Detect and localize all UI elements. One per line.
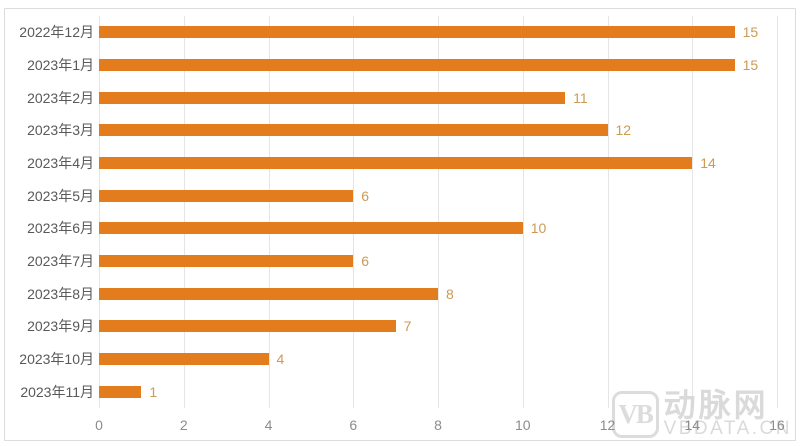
watermark: VB 动脉网 VBDATA.CN <box>611 387 792 439</box>
bar-track: 1 <box>99 375 777 408</box>
bar-track: 15 <box>99 16 777 49</box>
bar <box>99 59 735 71</box>
value-label: 6 <box>361 187 370 204</box>
tick-label: 10 <box>514 417 531 433</box>
chart-row: 2023年2月 11 <box>0 81 777 114</box>
value-label: 10 <box>530 220 547 237</box>
tick-label: 2 <box>179 417 188 433</box>
tick-label: 6 <box>349 417 358 433</box>
tick-label: 16 <box>769 417 785 433</box>
value-label: 14 <box>700 155 716 172</box>
bar-track: 6 <box>99 245 777 278</box>
chart-row: 2023年3月 12 <box>0 114 777 147</box>
gridline-4 <box>268 16 270 408</box>
gridlines <box>99 16 778 408</box>
bar <box>99 320 396 333</box>
bar <box>99 157 693 170</box>
tick-label: 8 <box>434 417 442 433</box>
chart-row: 2023年11月 1 <box>0 375 777 408</box>
gridline-6 <box>353 16 355 408</box>
category-label: 2023年9月 <box>27 318 94 335</box>
category-label: 2023年5月 <box>27 187 94 204</box>
gridline-10 <box>522 16 524 408</box>
value-label: 11 <box>573 89 588 106</box>
bar <box>99 91 566 104</box>
bar <box>99 287 438 300</box>
category-label: 2023年7月 <box>27 253 94 270</box>
chart-row: 2023年4月 14 <box>0 147 777 180</box>
chart-row: 2023年9月 7 <box>0 310 777 343</box>
category-label: 2022年12月 <box>19 24 94 41</box>
bar <box>99 385 142 398</box>
gridline-8 <box>438 16 439 408</box>
bar-track: 7 <box>99 310 777 343</box>
category-label: 2023年11月 <box>20 383 94 400</box>
chart-row: 2022年12月 15 <box>0 16 777 49</box>
bar <box>99 222 523 235</box>
chart-row: 2023年7月 6 <box>0 245 777 278</box>
tick-label: 4 <box>264 417 273 433</box>
bar <box>99 353 269 366</box>
tick-label: 14 <box>684 417 701 433</box>
category-label: 2023年8月 <box>27 285 94 302</box>
category-label: 2023年10月 <box>19 351 94 368</box>
vb-logo-icon: VB <box>611 391 659 438</box>
category-label: 2023年1月 <box>27 57 94 73</box>
value-label: 15 <box>742 24 759 41</box>
category-label: 2023年4月 <box>27 155 94 172</box>
chart-row: 2023年10月 4 <box>0 343 777 376</box>
gridline-12 <box>607 16 609 408</box>
category-label: 2023年3月 <box>27 122 94 139</box>
gridline-2 <box>183 16 185 408</box>
gridline-0 <box>99 16 100 408</box>
watermark-text: 动脉网 VBDATA.CN <box>663 387 792 439</box>
bar-track: 11 <box>99 81 777 114</box>
value-label: 1 <box>149 383 158 400</box>
bar-track: 6 <box>99 179 777 212</box>
value-label: 7 <box>403 318 412 335</box>
bar-track: 4 <box>99 343 777 376</box>
watermark-domain: VBDATA.CN <box>663 418 792 439</box>
chart-row: 2023年6月 10 <box>0 212 777 245</box>
bar-rows: 2022年12月 15 2023年1月 15 2023年2月 11 2023年3月 12 202… <box>0 16 777 408</box>
tick-label: 0 <box>95 417 103 433</box>
bar-track: 12 <box>99 114 777 147</box>
chart-row: 2023年1月 15 <box>0 49 777 82</box>
bar <box>99 255 354 268</box>
x-axis: 0 2 4 6 8 10 12 14 16 <box>95 417 785 435</box>
vb-logo-text: VB <box>618 399 653 429</box>
value-label: 12 <box>615 122 632 139</box>
gridline-14 <box>692 16 694 408</box>
bar-track: 8 <box>99 277 777 310</box>
bar <box>99 189 354 202</box>
value-label: 8 <box>446 285 454 302</box>
value-label: 6 <box>361 253 370 270</box>
bar-track: 14 <box>99 147 777 180</box>
bar <box>99 124 608 137</box>
category-label: 2023年6月 <box>27 220 94 237</box>
category-label: 2023年2月 <box>27 89 94 106</box>
bar <box>99 26 735 39</box>
watermark-brand: 动脉网 <box>663 387 769 423</box>
value-label: 15 <box>742 57 759 73</box>
value-label: 4 <box>276 351 285 368</box>
bar-track: 15 <box>99 49 777 82</box>
tick-label: 12 <box>599 417 616 433</box>
chart-row: 2023年5月 6 <box>0 179 777 212</box>
chart-row: 2023年8月 8 <box>0 277 777 310</box>
bar-track: 10 <box>99 212 777 245</box>
gridline-16 <box>777 16 778 408</box>
